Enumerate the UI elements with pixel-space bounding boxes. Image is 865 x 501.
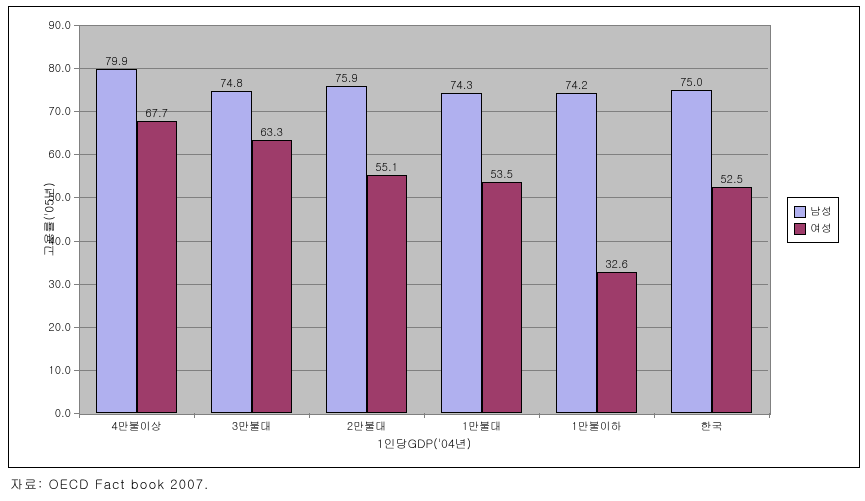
y-tick-mark — [74, 241, 79, 242]
legend-item: 남성 — [794, 204, 832, 219]
gridline — [80, 327, 768, 328]
y-tick-mark — [74, 25, 79, 26]
y-tick-label: 20.0 — [39, 320, 71, 335]
gridline — [80, 241, 768, 242]
y-tick-label: 40.0 — [39, 234, 71, 249]
data-label: 67.7 — [131, 106, 183, 121]
y-tick-mark — [74, 111, 79, 112]
data-label: 79.9 — [90, 54, 142, 69]
data-label: 52.5 — [706, 172, 758, 187]
x-tick-label: 3만불대 — [194, 419, 309, 434]
y-tick-mark — [74, 68, 79, 69]
gridline — [80, 370, 768, 371]
y-tick-label: 30.0 — [39, 277, 71, 292]
y-tick-mark — [74, 197, 79, 198]
y-tick-label: 0.0 — [39, 406, 71, 421]
legend-item: 여성 — [794, 221, 832, 236]
chart-container: 고용률('05년) 1인당GDP('04년) 남성여성 0.010.020.03… — [0, 0, 865, 501]
x-tick-mark — [194, 413, 195, 418]
x-tick-mark — [424, 413, 425, 418]
x-tick-label: 4만불이상 — [79, 419, 194, 434]
y-tick-mark — [74, 370, 79, 371]
bar-여성 — [137, 121, 177, 413]
gridline — [80, 68, 768, 69]
y-tick-label: 90.0 — [39, 18, 71, 33]
source-note: 자료: OECD Fact book 2007. — [10, 474, 209, 493]
y-tick-mark — [74, 284, 79, 285]
y-tick-label: 80.0 — [39, 61, 71, 76]
y-tick-label: 70.0 — [39, 104, 71, 119]
legend-box: 남성여성 — [787, 197, 839, 243]
bar-남성 — [441, 93, 481, 413]
gridline — [80, 197, 768, 198]
legend-swatch — [794, 206, 806, 218]
bar-남성 — [671, 90, 711, 413]
bar-남성 — [326, 86, 366, 413]
x-tick-mark — [654, 413, 655, 418]
data-label: 53.5 — [476, 167, 528, 182]
gridline — [80, 111, 768, 112]
data-label: 55.1 — [361, 160, 413, 175]
x-tick-mark — [539, 413, 540, 418]
data-label: 74.3 — [435, 78, 487, 93]
data-label: 75.0 — [665, 75, 717, 90]
bar-여성 — [252, 140, 292, 413]
x-tick-label: 2만불대 — [309, 419, 424, 434]
chart-outer-border: 고용률('05년) 1인당GDP('04년) 남성여성 0.010.020.03… — [8, 6, 860, 468]
x-axis-label: 1인당GDP('04년) — [79, 435, 769, 452]
data-label: 74.2 — [550, 78, 602, 93]
data-label: 75.9 — [320, 71, 372, 86]
x-tick-mark — [769, 413, 770, 418]
data-label: 63.3 — [246, 125, 298, 140]
x-tick-mark — [309, 413, 310, 418]
data-label: 74.8 — [205, 76, 257, 91]
bar-여성 — [712, 187, 752, 413]
bar-여성 — [482, 182, 522, 413]
y-tick-label: 50.0 — [39, 190, 71, 205]
x-tick-label: 한국 — [654, 419, 769, 434]
y-tick-mark — [74, 327, 79, 328]
data-label: 32.6 — [591, 257, 643, 272]
bar-남성 — [556, 93, 596, 413]
y-tick-label: 10.0 — [39, 363, 71, 378]
x-tick-label: 1만불이하 — [539, 419, 654, 434]
y-tick-mark — [74, 154, 79, 155]
legend-label: 여성 — [810, 221, 832, 236]
legend-swatch — [794, 223, 806, 235]
y-tick-label: 60.0 — [39, 147, 71, 162]
bar-여성 — [367, 175, 407, 413]
x-tick-mark — [79, 413, 80, 418]
legend-label: 남성 — [810, 204, 832, 219]
gridline — [80, 154, 768, 155]
bar-여성 — [597, 272, 637, 413]
gridline — [80, 284, 768, 285]
x-tick-label: 1만불대 — [424, 419, 539, 434]
